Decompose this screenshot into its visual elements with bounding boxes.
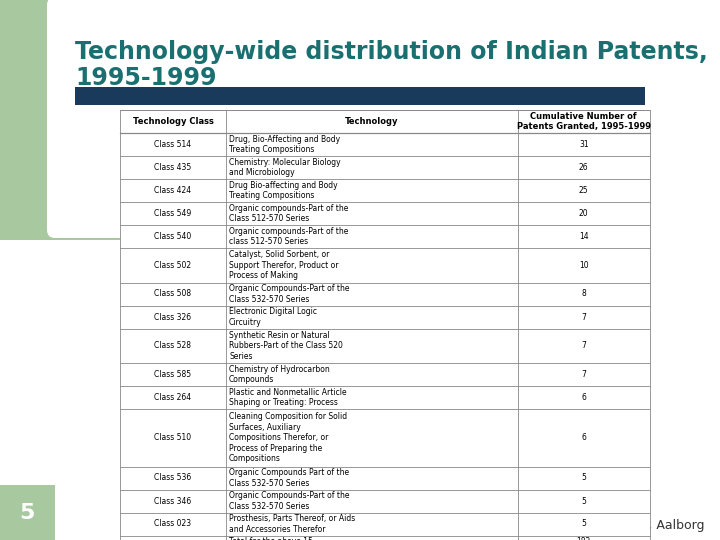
Text: 6: 6 [581, 393, 586, 402]
Text: Organic compounds-Part of the
Class 512-570 Series: Organic compounds-Part of the Class 512-… [229, 204, 348, 223]
Text: Class 023: Class 023 [154, 519, 192, 529]
Text: Class 508: Class 508 [154, 289, 192, 299]
Text: Prosthesis, Parts Thereof, or Aids
and Accessories Therefor: Prosthesis, Parts Thereof, or Aids and A… [229, 514, 355, 534]
Text: Cumulative Number of
Patents Granted, 1995-1999: Cumulative Number of Patents Granted, 19… [517, 112, 651, 131]
Text: 182: 182 [577, 537, 591, 540]
Text: Class 346: Class 346 [154, 496, 192, 505]
Text: Organic Compounds-Part of the
Class 532-570 Series: Organic Compounds-Part of the Class 532-… [229, 284, 349, 303]
Text: Cleaning Composition for Solid
Surfaces, Auxiliary
Compositions Therefor, or
Pro: Cleaning Composition for Solid Surfaces,… [229, 413, 347, 463]
Text: Chemistry: Molecular Biology
and Microbiology: Chemistry: Molecular Biology and Microbi… [229, 158, 341, 177]
Text: Chemistry of Hydrocarbon
Compounds: Chemistry of Hydrocarbon Compounds [229, 365, 330, 384]
Text: Class 585: Class 585 [154, 370, 192, 379]
FancyBboxPatch shape [47, 0, 720, 238]
Text: Synthetic Resin or Natural
Rubbers-Part of the Class 520
Series: Synthetic Resin or Natural Rubbers-Part … [229, 331, 343, 361]
Text: Class 435: Class 435 [154, 163, 192, 172]
Text: Class 549: Class 549 [154, 209, 192, 218]
Bar [75, 87, 645, 105]
Text: 5: 5 [581, 474, 586, 483]
Text: Technology-wide distribution of Indian Patents,: Technology-wide distribution of Indian P… [75, 40, 708, 64]
Text: 7: 7 [581, 313, 586, 321]
Text: Plastic and Nonmetallic Article
Shaping or Treating: Process: Plastic and Nonmetallic Article Shaping … [229, 388, 346, 407]
Text: Organic compounds-Part of the
class 512-570 Series: Organic compounds-Part of the class 512-… [229, 227, 348, 246]
Text: 1995-1999: 1995-1999 [75, 66, 217, 90]
Text: 8: 8 [581, 289, 586, 299]
Text: Class 514: Class 514 [154, 140, 192, 149]
Text: Class 510: Class 510 [154, 433, 192, 442]
Bar [0, 0, 195, 150]
Text: 7: 7 [581, 370, 586, 379]
Text: Sunil Mani, BRICS, Aalborg: Sunil Mani, BRICS, Aalborg [539, 519, 705, 532]
Bar [0, 140, 120, 240]
Text: Drug, Bio-Affecting and Body
Treating Compositions: Drug, Bio-Affecting and Body Treating Co… [229, 135, 340, 154]
Text: Organic Compounds-Part of the
Class 532-570 Series: Organic Compounds-Part of the Class 532-… [229, 491, 349, 511]
Text: Class 326: Class 326 [154, 313, 192, 321]
Text: Technology: Technology [345, 117, 398, 126]
Text: 5: 5 [581, 496, 586, 505]
Text: 10: 10 [579, 261, 588, 270]
Text: 5: 5 [19, 503, 35, 523]
Text: Catalyst, Solid Sorbent, or
Support Therefor, Product or
Process of Making: Catalyst, Solid Sorbent, or Support Ther… [229, 251, 338, 280]
Text: Class 528: Class 528 [155, 341, 192, 350]
Bar [120, 110, 650, 540]
Text: 7: 7 [581, 341, 586, 350]
Text: 26: 26 [579, 163, 588, 172]
Text: 25: 25 [579, 186, 588, 195]
Text: Organic Compounds Part of the
Class 532-570 Series: Organic Compounds Part of the Class 532-… [229, 468, 349, 488]
Text: Class 540: Class 540 [154, 232, 192, 241]
Text: Class 536: Class 536 [154, 474, 192, 483]
Text: 5: 5 [581, 519, 586, 529]
Text: Electronic Digital Logic
Circuitry: Electronic Digital Logic Circuitry [229, 307, 317, 327]
Text: Class 502: Class 502 [154, 261, 192, 270]
Text: 14: 14 [579, 232, 588, 241]
Text: 20: 20 [579, 209, 588, 218]
Text: 6: 6 [581, 433, 586, 442]
Text: Total for the above 15: Total for the above 15 [229, 537, 313, 540]
Text: Drug Bio-affecting and Body
Treating Compositions: Drug Bio-affecting and Body Treating Com… [229, 181, 338, 200]
Text: Class 424: Class 424 [154, 186, 192, 195]
Text: Class 264: Class 264 [154, 393, 192, 402]
Text: Technology Class: Technology Class [132, 117, 213, 126]
Bar [0, 485, 55, 540]
Text: 31: 31 [579, 140, 588, 149]
